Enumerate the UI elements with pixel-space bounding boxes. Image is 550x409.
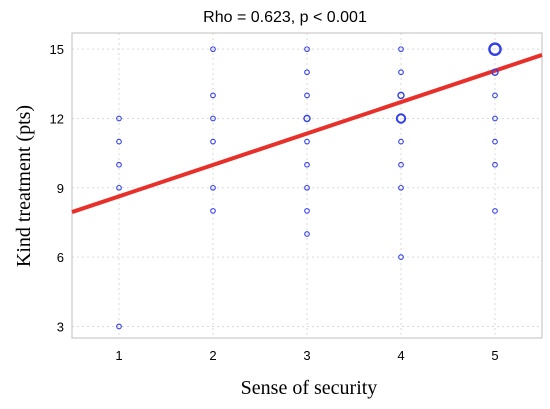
points-layer xyxy=(116,42,502,330)
data-point xyxy=(304,92,310,99)
data-point xyxy=(210,46,216,53)
regression-line xyxy=(71,53,543,214)
x-tick-label: 2 xyxy=(209,348,216,363)
data-point xyxy=(304,208,310,214)
data-point xyxy=(492,92,498,99)
data-point xyxy=(398,254,404,260)
chart-title: Rho = 0.623, p < 0.001 xyxy=(203,9,367,26)
data-point xyxy=(303,114,311,123)
x-tick-label: 5 xyxy=(491,348,498,363)
data-point xyxy=(116,115,122,122)
data-point xyxy=(304,138,310,145)
data-point xyxy=(116,323,122,330)
data-point xyxy=(116,138,122,145)
x-tick-label: 1 xyxy=(115,348,122,363)
data-point xyxy=(210,92,216,99)
data-point xyxy=(492,208,498,214)
y-tick-label: 3 xyxy=(57,319,64,334)
data-point xyxy=(304,46,310,53)
data-point xyxy=(210,115,216,122)
data-point xyxy=(210,138,216,145)
data-point xyxy=(210,184,216,191)
data-point xyxy=(398,161,404,168)
grid-lines xyxy=(72,33,542,338)
data-point xyxy=(304,231,310,237)
x-axis-label: Sense of security xyxy=(241,377,378,399)
y-tick-label: 6 xyxy=(57,250,64,265)
plot-frame xyxy=(71,32,543,339)
y-tick-label: 15 xyxy=(50,42,64,57)
data-point xyxy=(304,184,310,191)
data-point xyxy=(491,68,499,76)
y-tick-label: 9 xyxy=(57,181,64,196)
data-point xyxy=(304,161,310,168)
data-point xyxy=(210,208,216,214)
data-point xyxy=(492,115,498,122)
data-point xyxy=(116,184,122,191)
data-point xyxy=(397,91,405,100)
data-point xyxy=(398,184,404,191)
data-point xyxy=(398,138,404,145)
data-point xyxy=(398,69,404,76)
data-point xyxy=(304,69,310,76)
data-point xyxy=(116,161,122,168)
x-tick-label: 4 xyxy=(397,348,404,363)
y-axis-label: Kind treatment (pts) xyxy=(13,105,35,267)
data-point xyxy=(492,161,498,168)
fit-line-layer xyxy=(71,53,543,214)
y-tick-label: 12 xyxy=(50,111,64,126)
data-point xyxy=(398,46,404,53)
data-point xyxy=(492,138,498,145)
x-tick-label: 3 xyxy=(303,348,310,363)
data-point xyxy=(395,113,407,124)
data-point xyxy=(488,42,502,56)
